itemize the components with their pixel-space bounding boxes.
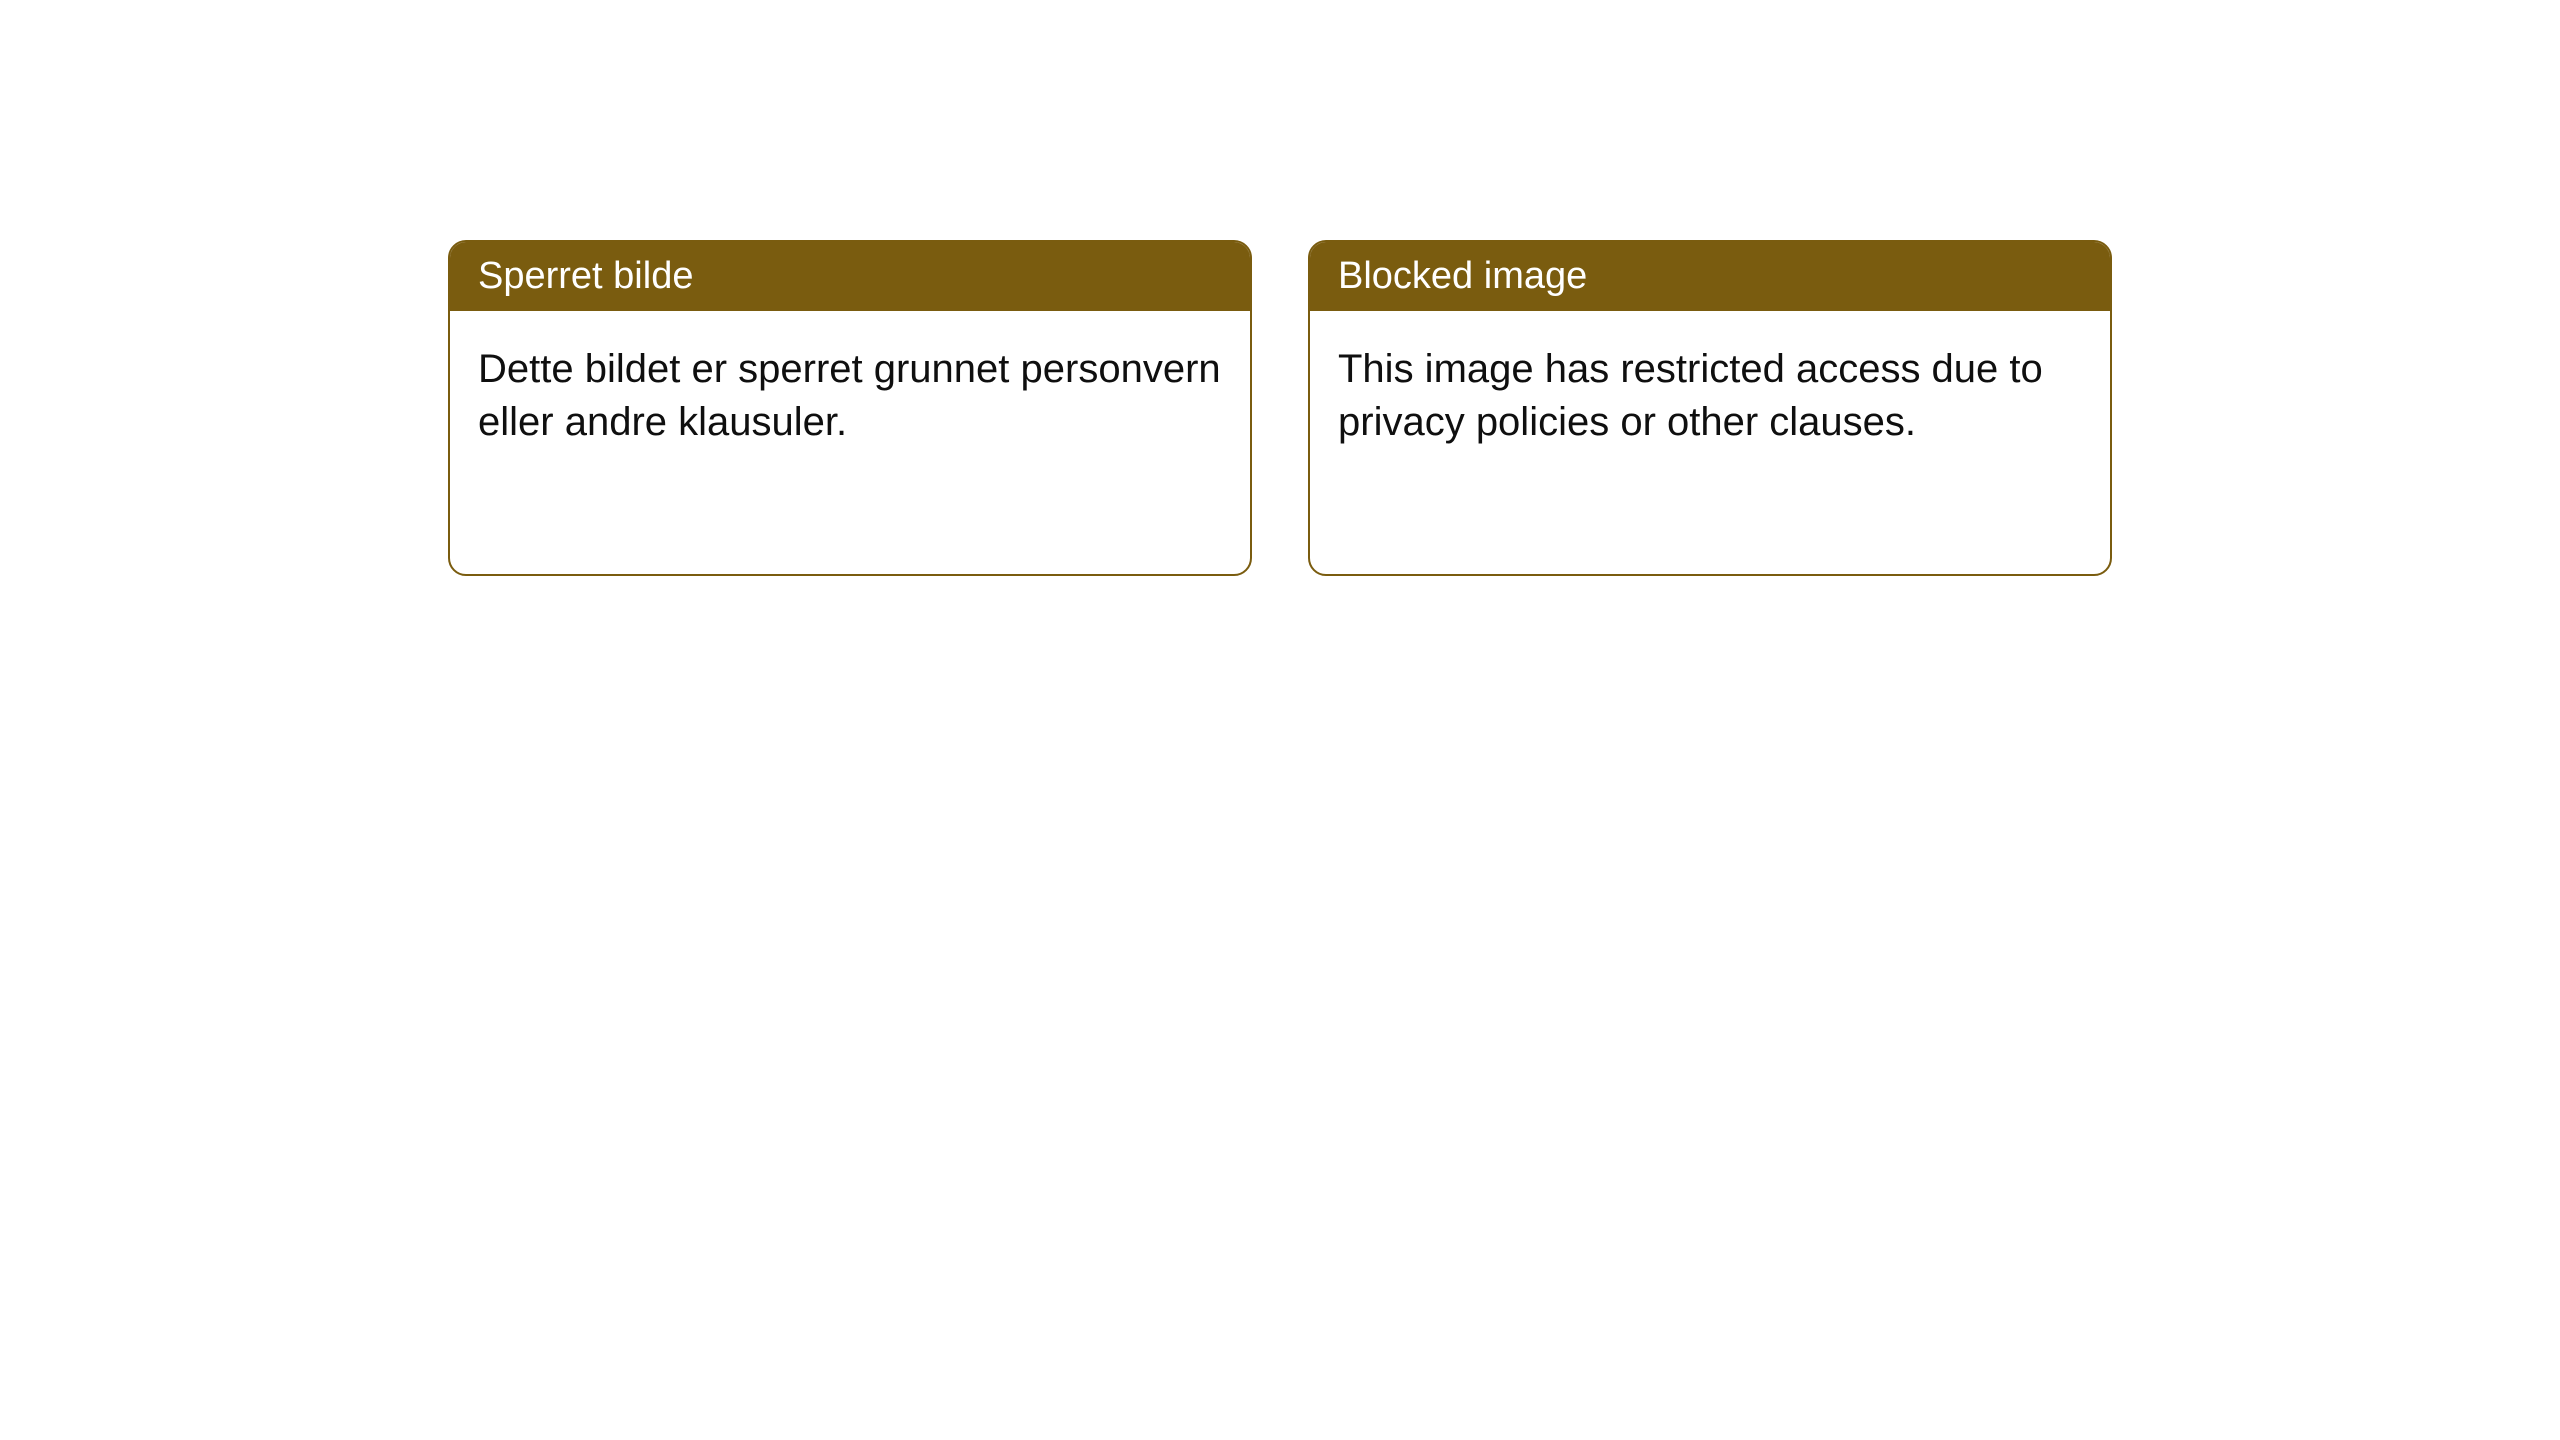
card-title-norwegian: Sperret bilde [450, 242, 1250, 311]
notice-cards-row: Sperret bilde Dette bildet er sperret gr… [448, 240, 2112, 576]
card-body-english: This image has restricted access due to … [1310, 311, 2110, 481]
card-body-norwegian: Dette bildet er sperret grunnet personve… [450, 311, 1250, 481]
card-title-english: Blocked image [1310, 242, 2110, 311]
blocked-image-card-norwegian: Sperret bilde Dette bildet er sperret gr… [448, 240, 1252, 576]
blocked-image-card-english: Blocked image This image has restricted … [1308, 240, 2112, 576]
